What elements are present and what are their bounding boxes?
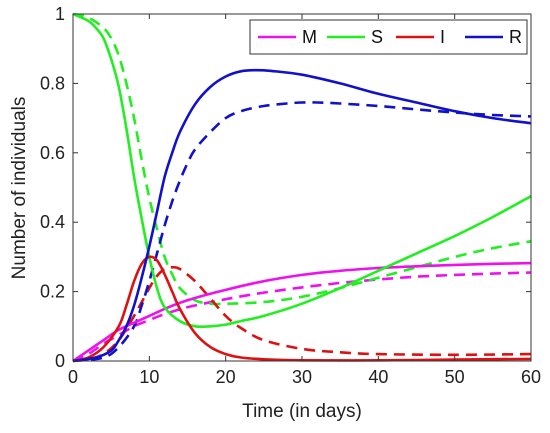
y-axis-label: Number of individuals: [9, 97, 30, 280]
legend-label-r: R: [509, 27, 522, 47]
legend-label-s: S: [371, 27, 383, 47]
x-tick-label: 40: [368, 367, 388, 387]
legend-label-m: M: [302, 27, 317, 47]
y-tick-label: 1: [55, 4, 65, 24]
y-tick-label: 0.2: [40, 282, 65, 302]
axis-ticks: 0 10 20 30 40 50 60 0 0.2 0.4 0.6 0.8 1: [40, 4, 541, 387]
x-tick-label: 30: [292, 367, 312, 387]
y-tick-label: 0: [55, 351, 65, 371]
legend-label-i: I: [440, 27, 445, 47]
y-tick-label: 0.6: [40, 143, 65, 163]
x-tick-label: 10: [139, 367, 159, 387]
y-tick-label: 0.8: [40, 73, 65, 93]
series-line-m-dashed: [72, 271, 532, 363]
plot-lines: [72, 12, 532, 363]
x-tick-label: 50: [445, 367, 465, 387]
x-tick-label: 60: [521, 367, 541, 387]
series-line-s-solid: [72, 12, 532, 329]
series-line-r-dashed: [72, 101, 532, 363]
x-axis-label: Time (in days): [242, 401, 362, 422]
y-tick-label: 0.4: [40, 212, 65, 232]
x-tick-label: 20: [216, 367, 236, 387]
x-tick-label: 0: [68, 367, 78, 387]
series-line-s-dashed: [72, 12, 532, 306]
series-line-r-solid: [72, 68, 532, 363]
